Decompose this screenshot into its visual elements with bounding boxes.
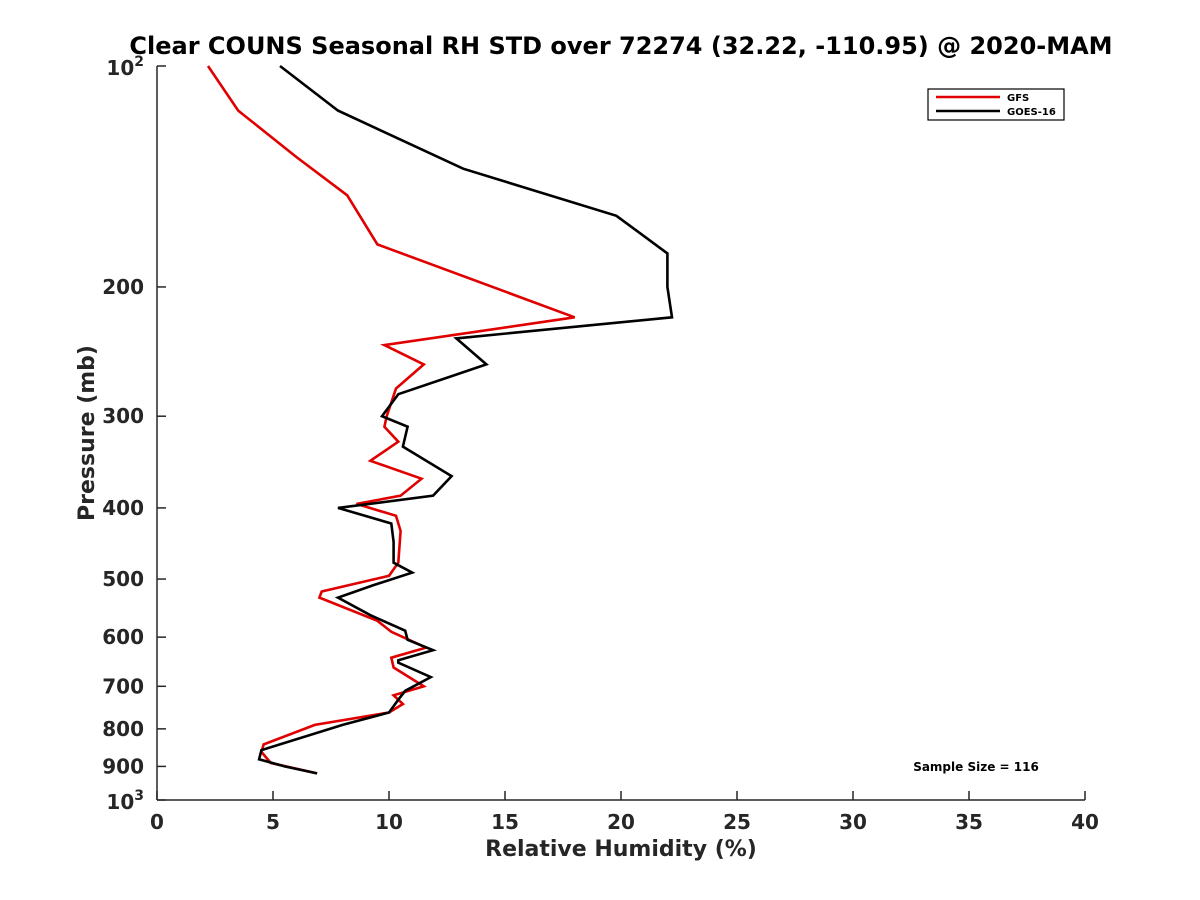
y-tick-label-exponent: 3: [134, 788, 144, 804]
y-tick-label-base: 10: [106, 790, 134, 814]
y-tick-label: 500: [102, 567, 144, 591]
series-line-goes16: [257, 64, 674, 775]
x-tick-label: 15: [491, 810, 519, 834]
chart-title: Clear COUNS Seasonal RH STD over 72274 (…: [129, 32, 1112, 60]
plot-area: 0 5 10 15 20 25 30 35 40 10220030040050060070080…: [102, 54, 1099, 834]
series-layer: [206, 64, 674, 775]
legend-box: [927, 88, 1065, 121]
y-tick-label: 200: [102, 275, 144, 299]
legend-label-goes16: GOES-16: [1007, 107, 1056, 118]
x-tick-label: 30: [839, 810, 867, 834]
y-tick-label: 800: [102, 717, 144, 741]
y-tick-label-base: 10: [106, 56, 134, 80]
y-tick-label-exponent: 2: [134, 54, 144, 70]
x-axis-label: Relative Humidity (%): [485, 837, 757, 862]
y-tick-label: 102: [106, 54, 144, 80]
x-tick-label: 40: [1071, 810, 1099, 834]
legend: GFS GOES-16: [927, 88, 1065, 121]
y-tick-label: 700: [102, 674, 144, 698]
y-tick-label: 300: [102, 404, 144, 428]
series-line-gfs: [206, 65, 576, 775]
y-tick-label: 400: [102, 496, 144, 520]
x-tick-label: 25: [723, 810, 751, 834]
x-tick-label: 20: [607, 810, 635, 834]
x-ticks: 0 5 10 15 20 25 30 35 40: [150, 791, 1099, 834]
legend-label-gfs: GFS: [1007, 93, 1029, 104]
x-tick-label: 35: [955, 810, 983, 834]
x-tick-label: 10: [375, 810, 403, 834]
y-tick-label: 900: [102, 754, 144, 778]
y-tick-label: 600: [102, 625, 144, 649]
y-axis-label: Pressure (mb): [75, 345, 100, 521]
sample-size-annotation: Sample Size = 116: [913, 760, 1039, 774]
x-tick-label: 0: [150, 810, 164, 834]
y-tick-label: 103: [106, 788, 144, 814]
x-tick-label: 5: [266, 810, 280, 834]
